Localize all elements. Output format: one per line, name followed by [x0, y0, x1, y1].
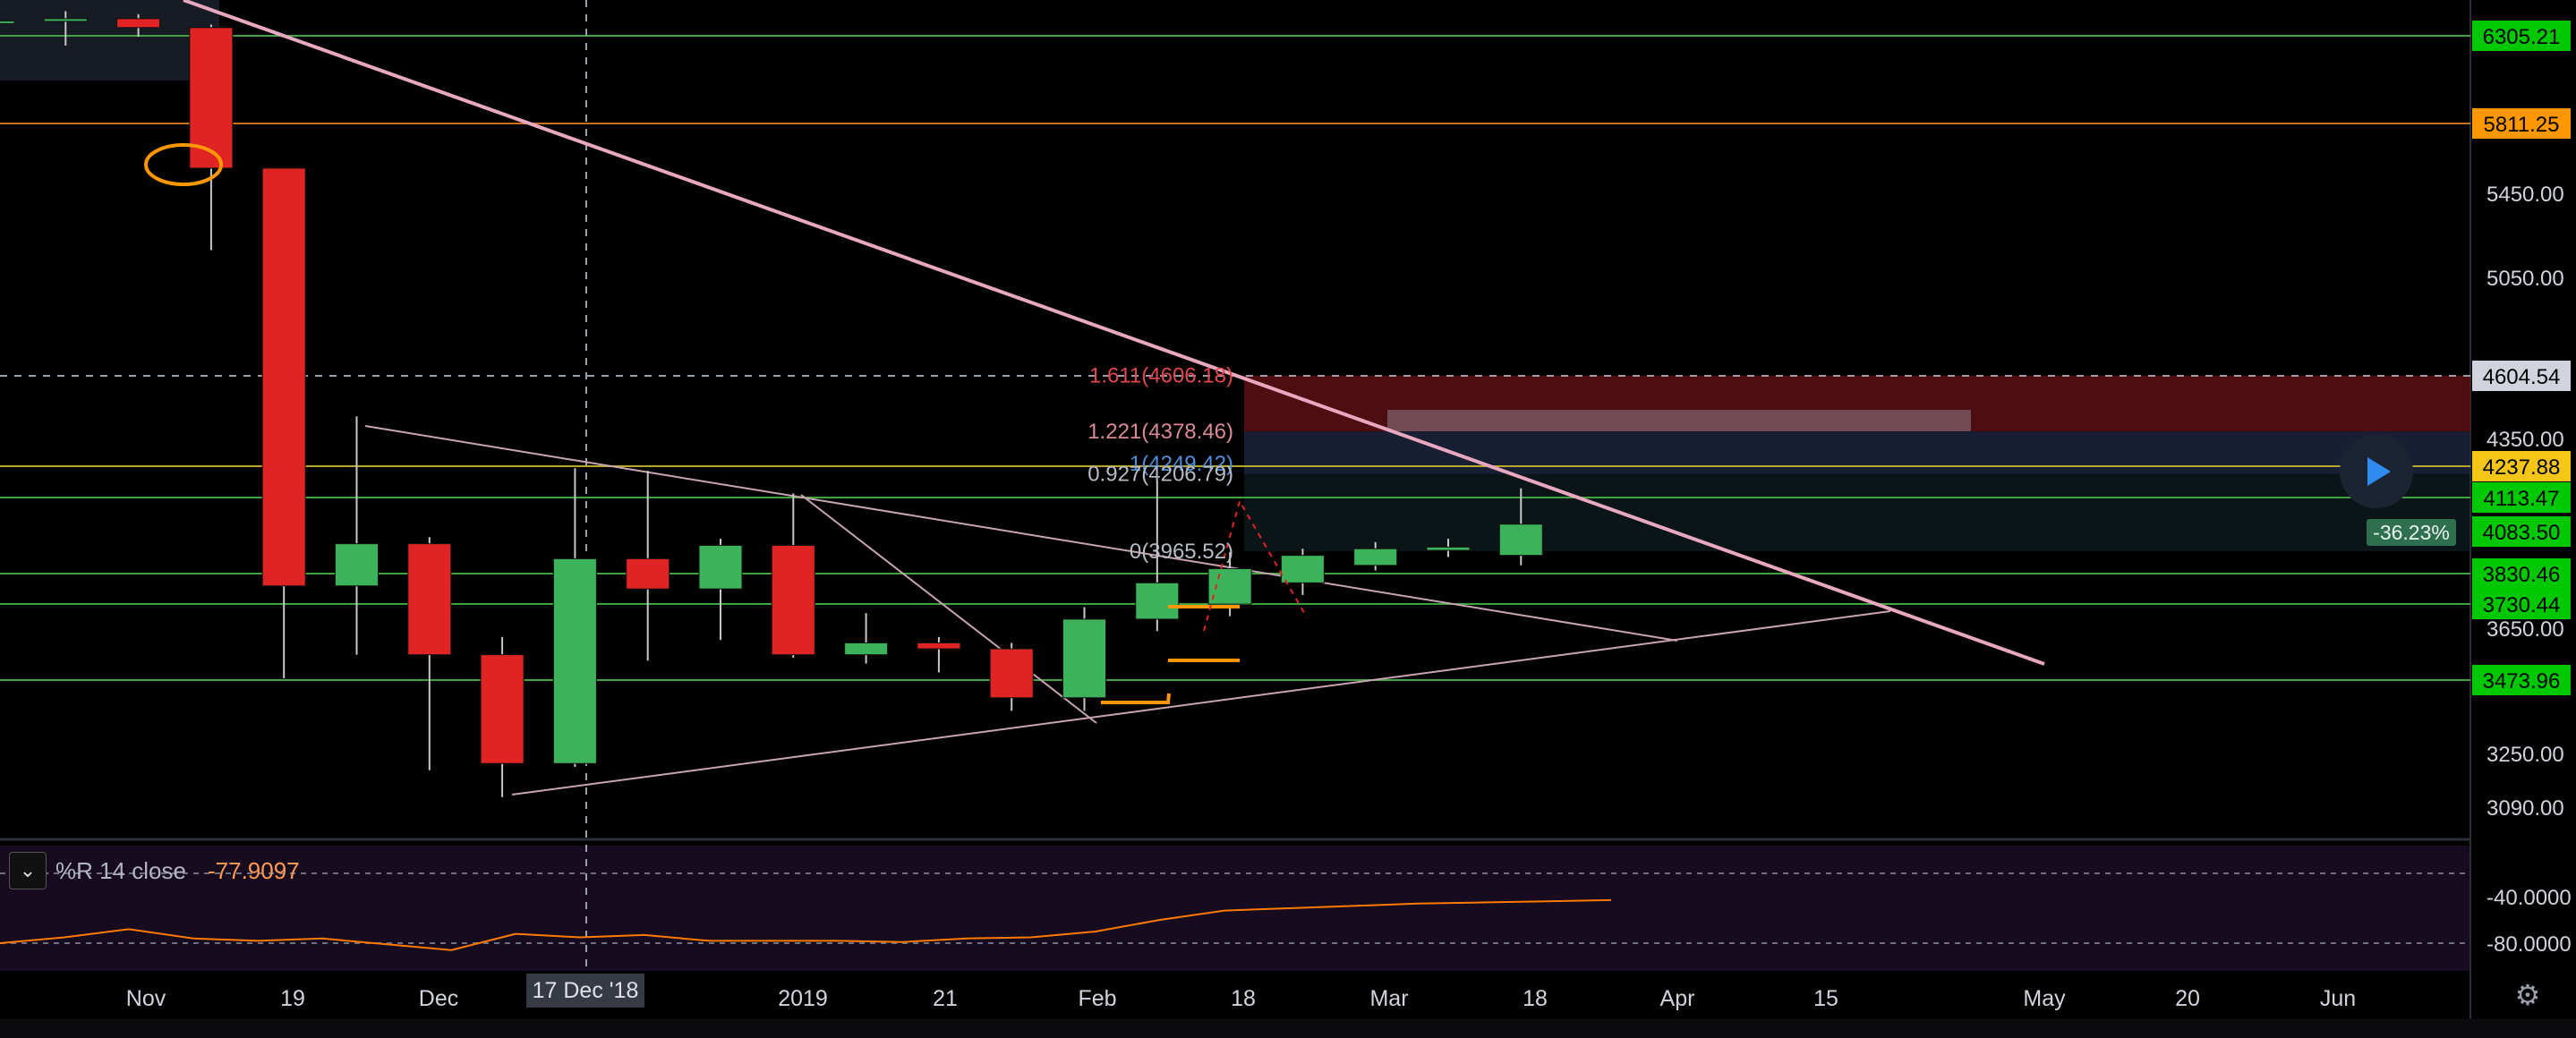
y-tick-1: 5050.00: [2486, 267, 2564, 291]
candle-body-18: [1280, 555, 1325, 583]
measure-badge-text: -36.23%: [2373, 521, 2450, 544]
price-label-6: 3830.46: [2483, 563, 2561, 587]
x-tick-7: Mar: [1369, 986, 1408, 1011]
indicator-panel-background: [0, 846, 2470, 971]
indicator-value: -77.9097: [207, 856, 300, 884]
lower-wedge-line: [511, 610, 1891, 796]
candle-body-10: [698, 545, 743, 590]
y-tick-0: 5450.00: [2486, 183, 2564, 207]
indicator-params: 14 close: [99, 856, 186, 884]
fib-green-zone: [1244, 473, 2470, 551]
fib-label-3: 0.927(4206.79): [1088, 463, 1233, 487]
fib-blue-zone: [1244, 431, 2470, 474]
x-tick-12: 20: [2175, 986, 2200, 1011]
candle-body-16: [1135, 582, 1180, 620]
fib-label-2: 1(4249.42): [1130, 452, 1233, 476]
candle-body-9: [626, 557, 670, 590]
price-label-0: 6305.21: [2483, 25, 2561, 49]
projection-path: [1203, 498, 1308, 632]
price-label-bg-8: [2472, 665, 2571, 695]
price-label-5: 4083.50: [2483, 521, 2561, 545]
candle-body-2: [116, 18, 161, 29]
x-tick-8: 18: [1523, 986, 1548, 1011]
x-tick-4: 21: [933, 986, 958, 1011]
candle-body-5: [335, 543, 379, 587]
candle-body-15: [1062, 618, 1106, 699]
x-tick-9: Apr: [1660, 986, 1695, 1011]
candle-body-19: [1353, 548, 1398, 566]
candle-body-4: [261, 167, 306, 587]
candle-body-12: [844, 642, 889, 656]
wr-tick-1: -80.0000: [2486, 932, 2572, 957]
y-tick-4: 3250.00: [2486, 743, 2564, 767]
main-downtrend-line: [183, 0, 2045, 666]
x-tick-2: Dec: [419, 986, 458, 1011]
x-tick-10: 15: [1813, 986, 1838, 1011]
crosshair-date-label: 17 Dec '18: [526, 974, 644, 1008]
price-label-bg-7: [2472, 589, 2571, 619]
price-label-bg-4: [2472, 482, 2571, 513]
y-tick-5: 3090.00: [2486, 796, 2564, 821]
price-label-3: 4237.88: [2483, 455, 2561, 480]
x-tick-13: Jun: [2320, 986, 2356, 1011]
candle-body-8: [552, 557, 597, 764]
measure-badge-bg: [2367, 519, 2456, 546]
price-label-bg-5: [2472, 516, 2571, 547]
price-label-7: 3730.44: [2483, 593, 2561, 617]
wr-series-line: [0, 898, 1612, 951]
candle-body-21: [1498, 523, 1543, 557]
indicator-name: %R 14 close: [55, 857, 186, 885]
candle-body-13: [917, 642, 961, 650]
candle-body-6: [407, 543, 452, 656]
price-label-bg-6: [2472, 558, 2571, 589]
x-tick-1: 19: [280, 986, 305, 1011]
price-label-bg-0: [2472, 21, 2571, 51]
settings-gear-icon[interactable]: ⚙: [2514, 979, 2541, 1011]
indicator-legend: ⌄ %R 14 close -77.9097: [9, 850, 300, 891]
candle-body-17: [1207, 568, 1252, 605]
price-label-8: 3473.96: [2483, 669, 2561, 693]
x-tick-3: 2019: [778, 986, 828, 1011]
candle-body-0: [0, 20, 15, 24]
fib-label-0: 1.611(4606.18): [1089, 364, 1233, 388]
price-label-1: 5811.25: [2484, 113, 2560, 137]
candle-body-7: [480, 654, 525, 764]
candle-body-14: [989, 648, 1034, 699]
orange-circle-annotation: [144, 143, 223, 186]
candle-body-1: [43, 18, 88, 22]
bottom-bar: [0, 1018, 2576, 1038]
orange-bracket-annotation: [1101, 693, 1171, 704]
wr-tick-0: -40.0000: [2486, 886, 2572, 910]
inner-wedge-line: [800, 494, 1097, 724]
fib-label-1: 1.221(4378.46): [1088, 420, 1233, 444]
top-left-highlight-zone: [0, 0, 219, 81]
upper-wedge-line: [364, 425, 1678, 642]
y-tick-3: 3650.00: [2486, 617, 2564, 642]
fib-highlight-box: [1387, 410, 1971, 431]
y-tick-2: 4350.00: [2486, 428, 2564, 452]
candle-body-20: [1426, 546, 1471, 551]
indicator-short-name: %R: [55, 856, 93, 884]
candle-body-11: [771, 545, 815, 656]
x-tick-6: 18: [1231, 986, 1256, 1011]
x-tick-5: Feb: [1078, 986, 1116, 1011]
fib-label-4: 0(3965.52): [1130, 540, 1233, 564]
price-label-bg-3: [2472, 451, 2571, 481]
play-icon[interactable]: [2340, 435, 2413, 508]
x-tick-11: May: [2023, 986, 2066, 1011]
price-label-bg-2: [2472, 361, 2571, 391]
collapse-chevron-icon[interactable]: ⌄: [9, 852, 47, 889]
price-label-bg-1: [2472, 108, 2571, 139]
price-label-2: 4604.54: [2483, 365, 2561, 389]
x-tick-0: Nov: [126, 986, 166, 1011]
price-label-4: 4113.47: [2484, 487, 2560, 511]
